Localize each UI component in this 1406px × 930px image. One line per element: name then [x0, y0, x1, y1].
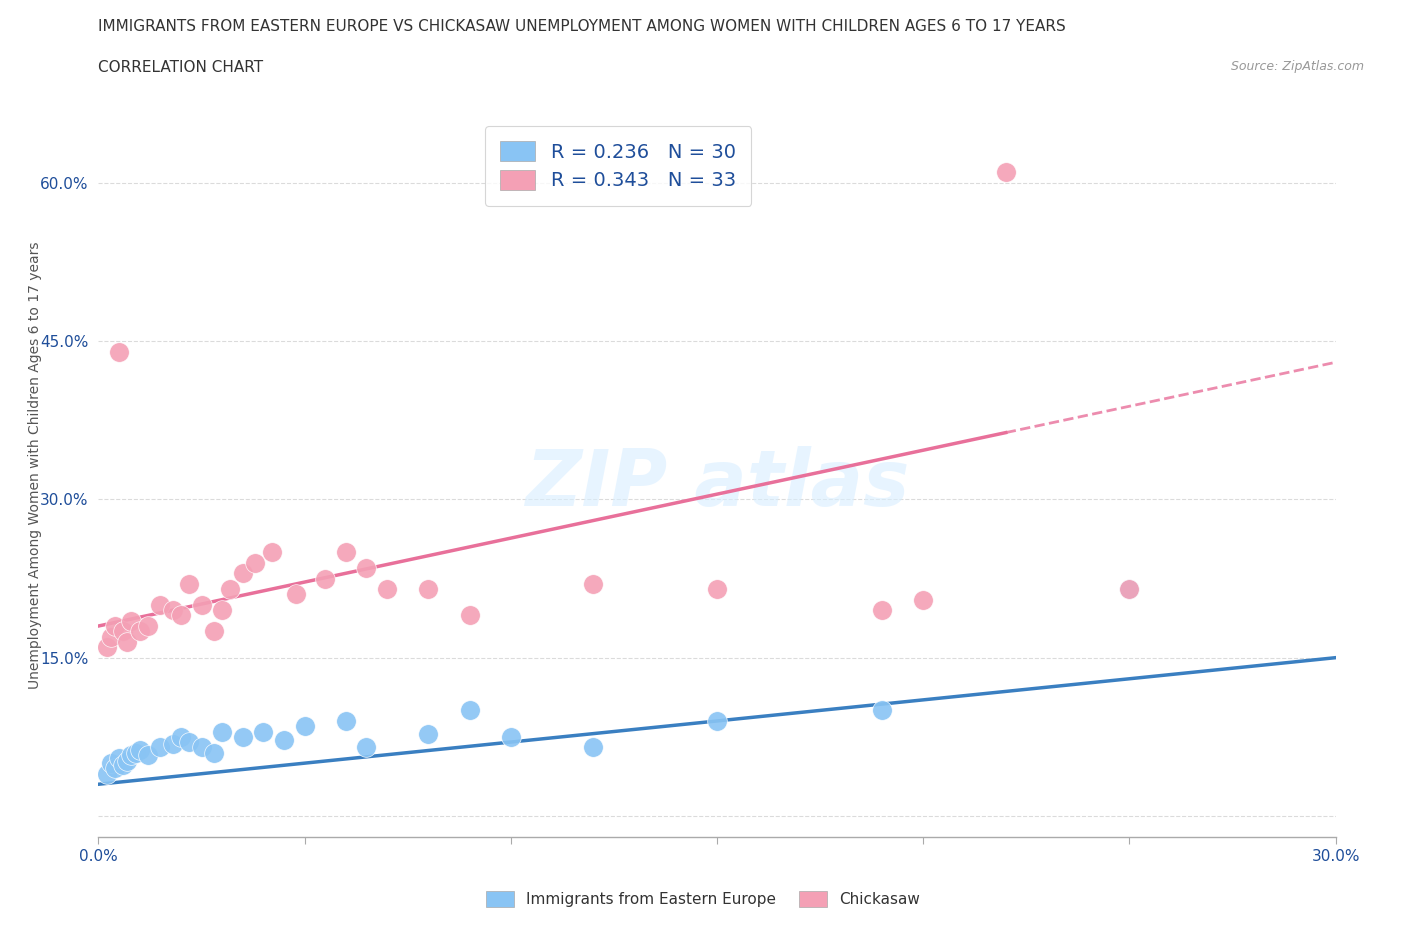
Point: [104, 761, 127, 776]
Text: Unemployment Among Women with Children Ages 6 to 17 years: Unemployment Among Women with Children A…: [28, 241, 42, 689]
Point: [112, 758, 135, 773]
Point: [202, 745, 225, 760]
Point: [112, 624, 135, 639]
Point: [108, 751, 131, 765]
Point: [96, 766, 118, 781]
Point: [136, 618, 159, 633]
Point: [232, 565, 254, 580]
Legend: Immigrants from Eastern Europe, Chickasaw: Immigrants from Eastern Europe, Chickasa…: [481, 884, 925, 913]
Point: [870, 703, 893, 718]
Point: [314, 571, 336, 586]
Text: Source: ZipAtlas.com: Source: ZipAtlas.com: [1230, 60, 1364, 73]
Point: [179, 735, 201, 750]
Point: [356, 561, 378, 576]
Point: [170, 608, 193, 623]
Point: [128, 743, 150, 758]
Point: [273, 733, 295, 748]
Point: [100, 756, 122, 771]
Point: [285, 587, 308, 602]
Point: [375, 581, 398, 596]
Point: [211, 724, 233, 739]
Point: [96, 640, 118, 655]
Point: [136, 748, 159, 763]
Point: [706, 581, 728, 596]
Point: [418, 581, 440, 596]
Point: [232, 729, 254, 744]
Point: [128, 624, 150, 639]
Point: [243, 555, 266, 570]
Text: CORRELATION CHART: CORRELATION CHART: [98, 60, 263, 75]
Point: [120, 613, 142, 628]
Point: [418, 726, 440, 741]
Point: [170, 729, 193, 744]
Point: [219, 581, 242, 596]
Point: [1118, 581, 1140, 596]
Point: [252, 724, 274, 739]
Point: [335, 713, 357, 728]
Point: [211, 603, 233, 618]
Point: [108, 344, 131, 359]
Point: [1118, 581, 1140, 596]
Point: [162, 603, 184, 618]
Point: [912, 592, 935, 607]
Point: [499, 729, 522, 744]
Point: [117, 753, 139, 768]
Point: [117, 634, 139, 649]
Point: [179, 577, 201, 591]
Point: [706, 713, 728, 728]
Point: [294, 719, 316, 734]
Point: [190, 740, 212, 755]
Point: [104, 618, 127, 633]
Legend: R = 0.236   N = 30, R = 0.343   N = 33: R = 0.236 N = 30, R = 0.343 N = 33: [485, 126, 751, 206]
Point: [162, 737, 184, 751]
Point: [458, 608, 481, 623]
Point: [582, 577, 605, 591]
Point: [202, 624, 225, 639]
Point: [582, 740, 605, 755]
Point: [124, 745, 146, 760]
Point: [120, 748, 142, 763]
Text: ZIP atlas: ZIP atlas: [524, 445, 910, 522]
Text: IMMIGRANTS FROM EASTERN EUROPE VS CHICKASAW UNEMPLOYMENT AMONG WOMEN WITH CHILDR: IMMIGRANTS FROM EASTERN EUROPE VS CHICKA…: [98, 19, 1066, 33]
Point: [190, 597, 212, 612]
Point: [335, 545, 357, 560]
Point: [994, 165, 1017, 179]
Point: [356, 740, 378, 755]
Point: [870, 603, 893, 618]
Point: [458, 703, 481, 718]
Point: [149, 597, 172, 612]
Point: [260, 545, 283, 560]
Point: [149, 740, 172, 755]
Point: [100, 629, 122, 644]
